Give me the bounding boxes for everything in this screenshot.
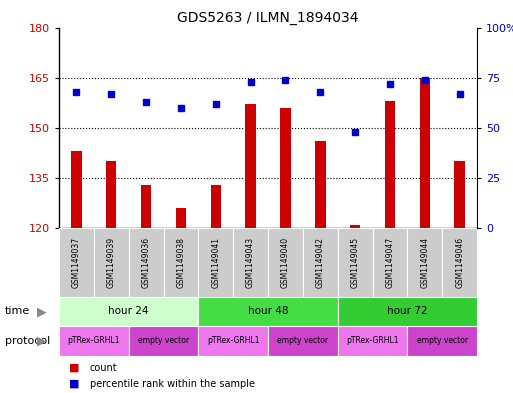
Bar [176, 208, 186, 228]
Text: empty vector: empty vector [278, 336, 328, 345]
Text: ■: ■ [69, 363, 80, 373]
Text: pTRex-GRHL1: pTRex-GRHL1 [68, 336, 120, 345]
Bar [59, 228, 94, 297]
Text: pTRex-GRHL1: pTRex-GRHL1 [346, 336, 399, 345]
Bar [420, 78, 430, 228]
Bar [303, 228, 338, 297]
Text: hour 48: hour 48 [248, 307, 288, 316]
Text: count: count [90, 363, 117, 373]
Text: ■: ■ [69, 379, 80, 389]
Bar [129, 326, 199, 356]
Bar [94, 228, 129, 297]
Bar [106, 161, 116, 228]
Bar [141, 185, 151, 228]
Bar [350, 225, 360, 228]
Text: hour 72: hour 72 [387, 307, 428, 316]
Bar [385, 101, 395, 228]
Bar [455, 161, 465, 228]
Bar [338, 326, 407, 356]
Bar [199, 297, 338, 326]
Bar [233, 228, 268, 297]
Bar [199, 326, 268, 356]
Text: GSM1149046: GSM1149046 [455, 237, 464, 288]
Bar [338, 297, 477, 326]
Text: percentile rank within the sample: percentile rank within the sample [90, 379, 255, 389]
Bar [59, 326, 129, 356]
Text: ▶: ▶ [37, 334, 47, 347]
Bar [315, 141, 326, 228]
Title: GDS5263 / ILMN_1894034: GDS5263 / ILMN_1894034 [177, 11, 359, 25]
Text: GSM1149041: GSM1149041 [211, 237, 220, 288]
Text: GSM1149047: GSM1149047 [385, 237, 394, 288]
Bar [199, 228, 233, 297]
Bar [164, 228, 199, 297]
Text: GSM1149039: GSM1149039 [107, 237, 116, 288]
Text: hour 24: hour 24 [108, 307, 149, 316]
Text: GSM1149042: GSM1149042 [316, 237, 325, 288]
Bar [372, 228, 407, 297]
Text: GSM1149044: GSM1149044 [420, 237, 429, 288]
Text: GSM1149037: GSM1149037 [72, 237, 81, 288]
Text: protocol: protocol [5, 336, 50, 346]
Bar [59, 297, 199, 326]
Text: GSM1149038: GSM1149038 [176, 237, 185, 288]
Text: GSM1149043: GSM1149043 [246, 237, 255, 288]
Bar [210, 185, 221, 228]
Bar [338, 228, 372, 297]
Text: pTRex-GRHL1: pTRex-GRHL1 [207, 336, 260, 345]
Text: GSM1149036: GSM1149036 [142, 237, 151, 288]
Text: time: time [5, 307, 30, 316]
Bar [280, 108, 291, 228]
Text: empty vector: empty vector [138, 336, 189, 345]
Bar [245, 104, 256, 228]
Text: empty vector: empty vector [417, 336, 468, 345]
Bar [268, 228, 303, 297]
Bar [442, 228, 477, 297]
Bar [71, 151, 82, 228]
Bar [407, 228, 442, 297]
Text: ▶: ▶ [37, 305, 47, 318]
Bar [268, 326, 338, 356]
Text: GSM1149045: GSM1149045 [351, 237, 360, 288]
Bar [407, 326, 477, 356]
Bar [129, 228, 164, 297]
Text: GSM1149040: GSM1149040 [281, 237, 290, 288]
